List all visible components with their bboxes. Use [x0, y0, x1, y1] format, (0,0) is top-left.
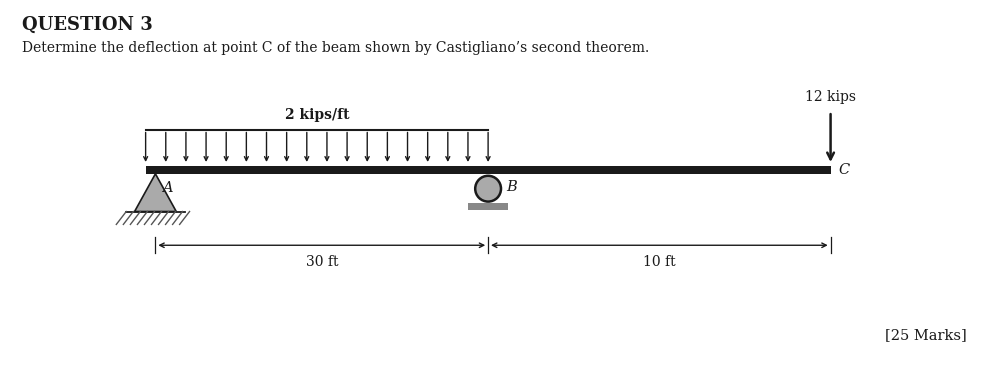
Text: Determine the deflection at point C of the beam shown by Castigliano’s second th: Determine the deflection at point C of t…: [22, 41, 649, 55]
Bar: [468, 203, 508, 210]
Text: A: A: [163, 181, 173, 195]
Circle shape: [475, 176, 501, 201]
Bar: [146, 166, 830, 174]
Text: 12 kips: 12 kips: [806, 90, 856, 104]
Text: B: B: [506, 180, 517, 194]
Text: 2 kips/ft: 2 kips/ft: [285, 108, 349, 122]
Polygon shape: [134, 174, 176, 211]
Text: 10 ft: 10 ft: [643, 255, 675, 269]
Text: QUESTION 3: QUESTION 3: [22, 16, 153, 34]
Text: [25 Marks]: [25 Marks]: [884, 328, 966, 342]
Text: 30 ft: 30 ft: [306, 255, 338, 269]
Text: C: C: [838, 163, 850, 177]
